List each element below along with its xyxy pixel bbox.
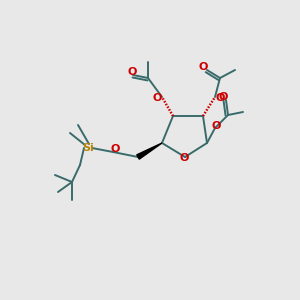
- Polygon shape: [137, 143, 162, 159]
- Text: O: O: [110, 144, 120, 154]
- Text: O: O: [211, 121, 221, 131]
- Text: O: O: [218, 92, 228, 102]
- Text: O: O: [127, 67, 137, 77]
- Text: O: O: [152, 93, 162, 103]
- Text: O: O: [215, 93, 225, 103]
- Text: O: O: [179, 153, 189, 163]
- Text: O: O: [198, 62, 208, 72]
- Text: Si: Si: [82, 143, 94, 153]
